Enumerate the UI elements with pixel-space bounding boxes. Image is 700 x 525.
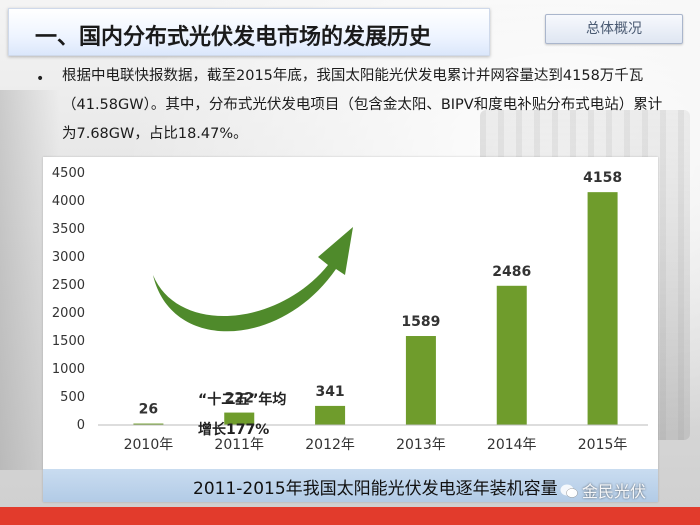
chart-caption: 2011-2015年我国太阳能光伏发电逐年装机容量 [193,479,558,499]
chart-panel: 0 500 1000 1500 2000 2500 3000 3500 4000 4500 26 2… [43,157,658,502]
y-tick-label: 1500 [52,334,85,349]
data-label: 4158 [583,170,622,186]
overview-tab-button[interactable]: 总体概况 [545,14,683,44]
y-tick-label: 2500 [52,278,85,293]
slide-title: 一、国内分布式光伏发电市场的发展历史 [35,25,432,50]
watermark-text: 金民光伏 [582,482,647,501]
x-axis: 2010年 2011年 2012年 2013年 2014年 2015年 [98,424,648,453]
x-tick-label: 2012年 [305,437,355,453]
y-tick-label: 0 [77,418,85,433]
data-label: 222 [225,391,254,407]
bullet-marker: • [36,71,45,87]
annotation-line-1: “十二五”年均 [198,392,287,408]
y-tick-label: 2000 [52,306,85,321]
y-tick-label: 500 [60,390,85,405]
x-tick-label: 2015年 [578,437,628,453]
bar-2012年 [315,405,346,425]
growth-arrow [153,227,353,332]
bar-2010年 [133,423,164,426]
growth-annotation: “十二五”年均 增长177% [198,385,338,445]
title-bar: 一、国内分布式光伏发电市场的发展历史 [8,8,490,56]
y-tick-label: 3000 [52,250,85,265]
bar-2015年 [587,192,618,425]
data-label: 1589 [401,314,440,330]
y-tick-label: 4500 [52,166,85,181]
data-label: 26 [139,402,158,418]
y-tick-label: 3500 [52,222,85,237]
y-axis: 0 500 1000 1500 2000 2500 3000 3500 4000 4500 [52,166,85,433]
bar-2013年 [405,336,436,425]
watermark: 金民光伏 [560,478,646,502]
y-tick-label: 4000 [52,194,85,209]
body-paragraph: 根据中电联快报数据，截至2015年底，我国太阳能光伏发电累计并网容量达到4158… [62,68,663,142]
annotation-line-2: 增长177% [198,422,270,438]
x-tick-label: 2013年 [396,437,446,453]
bar-series: 26 222 341 1589 2486 4158 [133,170,622,426]
bar-2011年 [224,412,255,425]
data-label: 341 [315,384,344,400]
x-tick-label: 2011年 [214,437,264,453]
bar-2014年 [496,285,527,425]
y-tick-label: 1000 [52,362,85,377]
chart-caption-bar: 2011-2015年我国太阳能光伏发电逐年装机容量 [43,469,658,502]
bottom-accent-strip [0,507,700,525]
curved-arrow-shape [153,227,353,332]
wechat-icon [560,484,578,498]
data-label: 2486 [492,264,531,280]
x-tick-label: 2010年 [124,437,174,453]
x-tick-label: 2014年 [487,437,537,453]
